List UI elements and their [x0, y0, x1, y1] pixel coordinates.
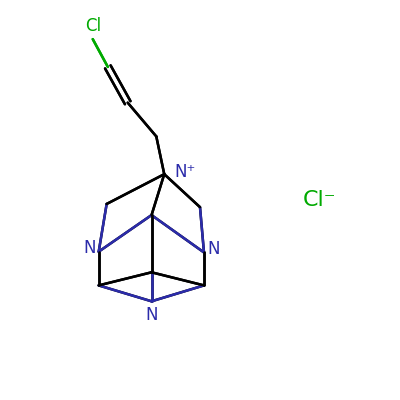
Text: N: N — [145, 306, 158, 324]
Text: N: N — [207, 240, 220, 258]
Text: Cl⁻: Cl⁻ — [302, 190, 336, 210]
Text: N⁺: N⁺ — [174, 163, 196, 181]
Text: Cl: Cl — [85, 17, 101, 35]
Text: N: N — [83, 240, 96, 258]
